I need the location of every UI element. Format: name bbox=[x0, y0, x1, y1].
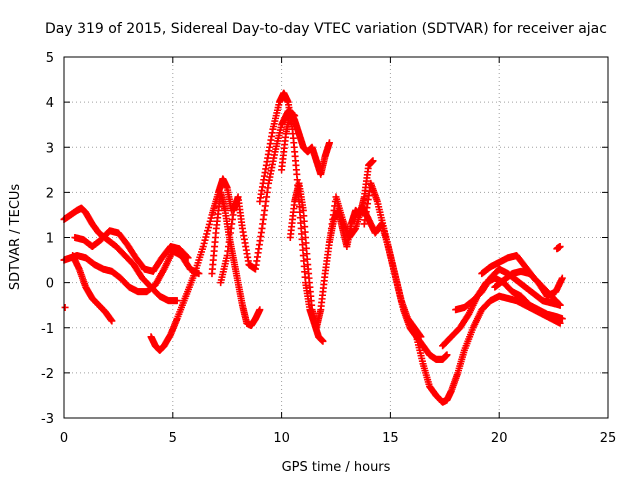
series-sat-h bbox=[256, 90, 326, 345]
y-tick-label: -1 bbox=[41, 322, 54, 337]
y-tick-label: 1 bbox=[46, 232, 54, 247]
series-sat-i bbox=[278, 108, 333, 178]
chart-title: Day 319 of 2015, Sidereal Day-to-day VTE… bbox=[45, 21, 607, 37]
sdtvar-chart: Day 319 of 2015, Sidereal Day-to-day VTE… bbox=[0, 0, 640, 480]
x-axis-label: GPS time / hours bbox=[282, 460, 391, 475]
data-points bbox=[61, 90, 566, 406]
x-tick-label: 20 bbox=[491, 431, 508, 446]
x-tick-label: 0 bbox=[60, 431, 68, 446]
series-sat-l bbox=[361, 180, 451, 363]
y-tick-label: 3 bbox=[46, 141, 54, 156]
data-point bbox=[62, 304, 69, 311]
y-axis-label: SDTVAR / TECUs bbox=[8, 184, 23, 291]
x-tick-label: 10 bbox=[273, 431, 290, 446]
grid-lines bbox=[64, 57, 608, 418]
x-tick-label: 5 bbox=[169, 431, 177, 446]
x-tick-label: 15 bbox=[382, 431, 399, 446]
y-tick-label: -3 bbox=[41, 412, 54, 427]
y-tick-label: -2 bbox=[41, 367, 54, 382]
x-tick-label: 25 bbox=[600, 431, 617, 446]
y-tick-label: 4 bbox=[46, 96, 54, 111]
y-tick-label: 5 bbox=[46, 51, 54, 66]
y-tick-label: 0 bbox=[46, 277, 54, 292]
y-tick-label: 2 bbox=[46, 186, 54, 201]
